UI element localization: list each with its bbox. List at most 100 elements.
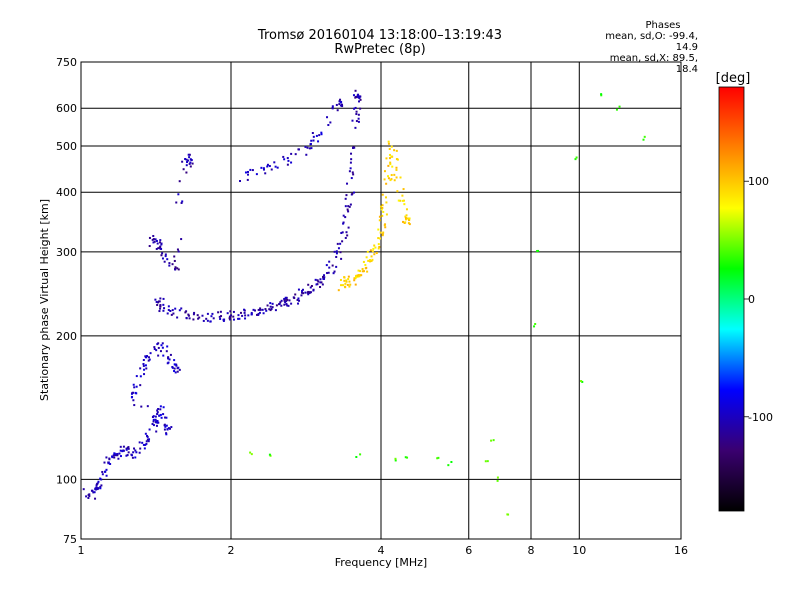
echo-point — [161, 257, 164, 260]
echo-point — [132, 399, 135, 402]
echo-point — [201, 314, 204, 317]
echo-point — [355, 276, 358, 279]
echo-point — [342, 222, 345, 225]
x-tick-label: 16 — [674, 544, 688, 557]
echo-point — [385, 213, 388, 216]
echo-point — [354, 106, 357, 109]
echo-point — [250, 313, 253, 316]
echo-point — [159, 405, 162, 408]
echo-point — [484, 460, 487, 463]
echo-point — [347, 205, 350, 208]
colorbar-ticks: -100 0 100 — [744, 175, 773, 424]
echo-point — [312, 135, 315, 138]
echo-point — [157, 342, 160, 345]
echo-point — [127, 446, 130, 449]
echo-point — [381, 193, 384, 196]
echo-point — [228, 315, 231, 318]
echo-point — [333, 250, 336, 253]
x-axis-ticks: 1 2 4 6 8 10 16 — [78, 544, 689, 557]
colorbar-tick-label: -100 — [748, 411, 773, 424]
echo-point — [152, 418, 155, 421]
echo-point — [117, 457, 120, 460]
echo-point — [307, 283, 310, 286]
echo-point — [147, 440, 150, 443]
echo-point — [109, 462, 112, 465]
echo-point — [152, 234, 155, 237]
echo-point — [142, 364, 145, 367]
echo-point — [353, 279, 356, 282]
echo-point — [212, 317, 215, 320]
echo-point — [345, 194, 348, 197]
echo-point — [166, 428, 169, 431]
phase-stats-x: mean, sd,X: 89.5, 18.4 — [609, 53, 698, 75]
echo-point — [130, 396, 133, 399]
echo-point — [304, 291, 307, 294]
echo-point — [297, 148, 300, 151]
echo-point — [176, 267, 179, 270]
echo-point — [357, 117, 360, 120]
echo-point — [113, 452, 116, 455]
echo-point — [364, 263, 367, 266]
echo-point — [134, 456, 137, 459]
echo-point — [166, 312, 169, 315]
echo-point — [358, 96, 361, 99]
echo-point — [145, 434, 148, 437]
echo-point — [158, 414, 161, 417]
echo-point — [284, 301, 287, 304]
echo-point — [167, 305, 170, 308]
echo-point — [185, 164, 188, 167]
echo-point — [158, 246, 161, 249]
echo-point — [162, 406, 165, 409]
echo-point — [306, 146, 309, 149]
echo-point — [333, 270, 336, 273]
echo-point — [307, 293, 310, 296]
echo-point — [148, 358, 151, 361]
x-tick-label: 4 — [378, 544, 385, 557]
echo-point — [294, 293, 297, 296]
echo-point — [402, 220, 405, 223]
echo-point — [381, 234, 384, 237]
echo-point — [171, 309, 174, 312]
echo-point — [121, 450, 124, 453]
echo-point — [154, 238, 157, 241]
echo-point — [156, 242, 159, 245]
echo-point — [85, 495, 88, 498]
echo-point — [339, 278, 342, 281]
echo-point — [260, 166, 263, 169]
echo-point — [319, 286, 322, 289]
echo-point — [249, 168, 252, 171]
echo-point — [125, 454, 128, 457]
echo-point — [145, 367, 148, 370]
echo-point — [188, 162, 191, 165]
echo-point — [309, 142, 312, 145]
echo-point — [341, 284, 344, 287]
echo-point — [165, 432, 168, 435]
echo-point — [155, 239, 158, 242]
echo-point — [290, 161, 293, 164]
y-tick-label: 400 — [56, 186, 77, 199]
y-tick-label: 100 — [56, 473, 77, 486]
scatter-points — [82, 89, 646, 516]
echo-point — [99, 485, 102, 488]
x-tick-label: 8 — [528, 544, 535, 557]
echo-point — [127, 451, 130, 454]
echo-point — [393, 179, 396, 182]
echo-point — [156, 420, 159, 423]
colorbar-gradient — [719, 87, 744, 511]
echo-point — [302, 292, 305, 295]
echo-point — [180, 201, 183, 204]
echo-point — [389, 179, 392, 182]
echo-point — [266, 165, 269, 168]
echo-point — [314, 278, 317, 281]
echo-point — [173, 359, 176, 362]
echo-point — [315, 134, 318, 137]
echo-point — [155, 300, 158, 303]
echo-point — [286, 157, 289, 160]
echo-point — [134, 391, 137, 394]
echo-point — [387, 164, 390, 167]
echo-point — [97, 480, 100, 483]
grid-layer — [81, 62, 681, 539]
echo-point — [436, 457, 439, 460]
echo-point — [230, 314, 233, 317]
echo-point — [349, 161, 352, 164]
